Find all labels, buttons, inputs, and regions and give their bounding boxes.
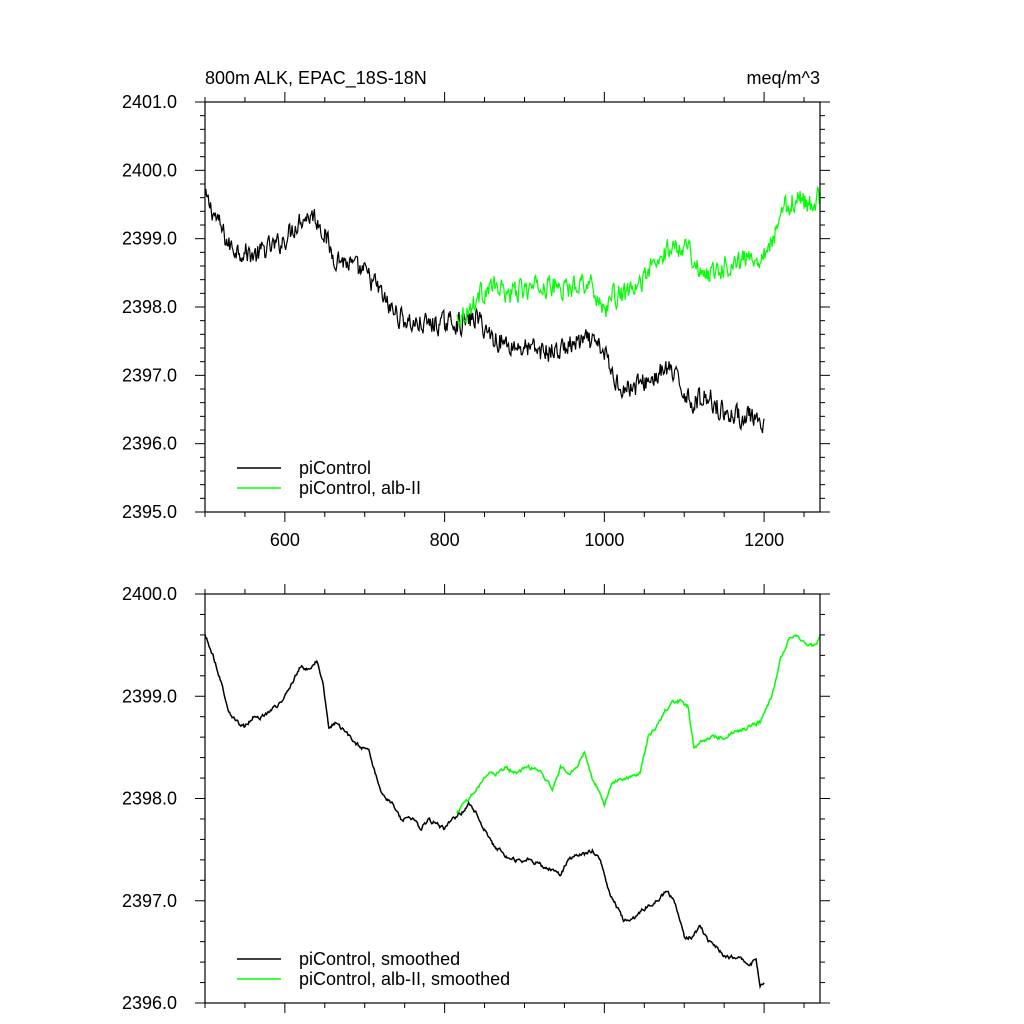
plot-frame: [204, 101, 821, 513]
top-panel: 600 800 1000 1200 2395.0 2396.0 2397.0 2398.0 23…: [122, 92, 830, 550]
y-tick-label: 2395.0: [122, 502, 177, 522]
x-tick-label: 600: [270, 530, 300, 550]
bottom-panel: 2396.0 2397.0 2398.0 2399.0 2400.0 piControl,…: [122, 584, 830, 1013]
legend-label: piControl, smoothed: [299, 949, 460, 969]
chart-units-label: meq/m^3: [747, 68, 820, 88]
series-line-picontrol-smoothed: [205, 634, 765, 990]
plot-frame: [204, 593, 821, 1004]
y-tick-label: 2400.0: [122, 160, 177, 180]
y-tick-label: 2397.0: [122, 365, 177, 385]
y-tick-label: 2401.0: [122, 92, 177, 112]
legend-label: piControl: [299, 458, 371, 478]
y-tick-label: 2396.0: [122, 993, 177, 1013]
series-line-picontrol-alb-ii: [456, 185, 820, 327]
x-tick-label: 1000: [584, 530, 624, 550]
x-tick-label: 800: [430, 530, 460, 550]
legend-label: piControl, alb-II: [299, 478, 421, 498]
y-tick-label: 2399.0: [122, 686, 177, 706]
y-tick-label: 2397.0: [122, 891, 177, 911]
series-line-picontrol-alb-ii-smoothed: [455, 633, 820, 814]
y-tick-label: 2398.0: [122, 297, 177, 317]
series-line-picontrol: [205, 188, 765, 434]
chart-title-left: 800m ALK, EPAC_18S-18N: [205, 68, 427, 89]
y-tick-label: 2398.0: [122, 789, 177, 809]
legend-label: piControl, alb-II, smoothed: [299, 969, 510, 989]
x-tick-label: 1200: [744, 530, 784, 550]
y-tick-label: 2396.0: [122, 434, 177, 454]
y-tick-label: 2400.0: [122, 584, 177, 604]
y-tick-label: 2399.0: [122, 229, 177, 249]
